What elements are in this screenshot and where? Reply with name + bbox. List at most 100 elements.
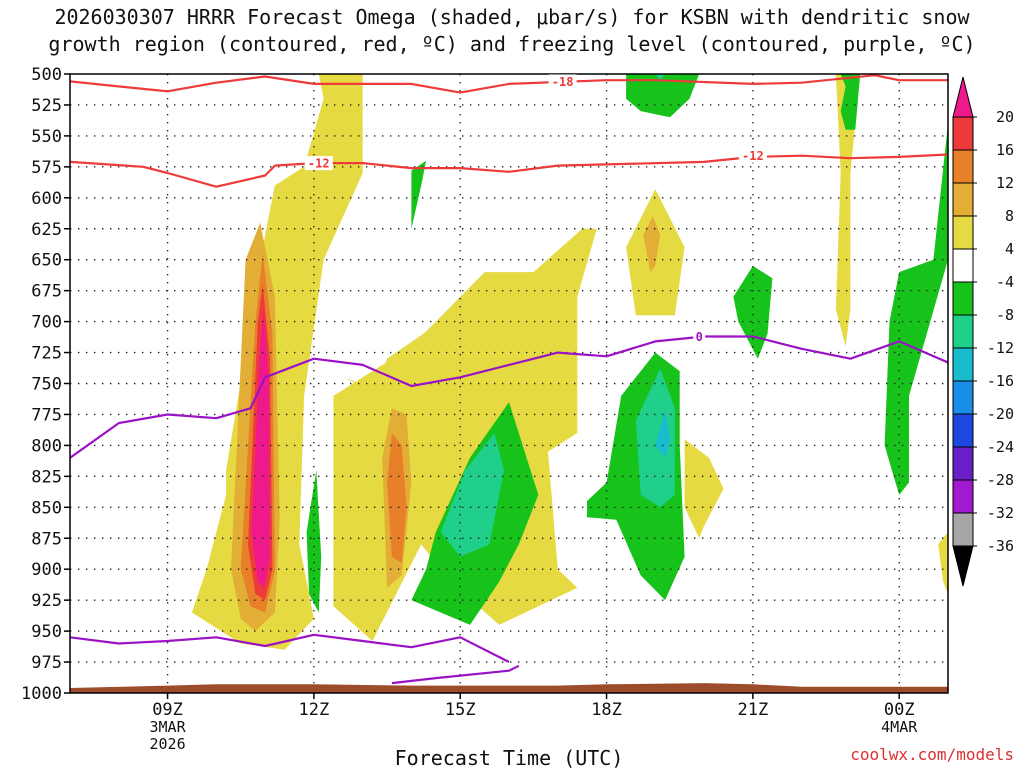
y-tick-label-750: 750 [31,375,62,395]
x-axis-label: Forecast Time (UTC) [395,746,624,768]
dgz-contour-minus12 [70,153,948,188]
x-tick-label-15-0: 15Z [445,700,476,720]
colorbar-label-1: 16 [996,141,1014,159]
omega-region-15 [306,470,322,613]
omega-shading [191,74,948,650]
contour-label-freezing-bg [693,329,706,344]
contour-label-minus12-right: -12 [742,149,764,163]
y-tick-label-675: 675 [31,282,62,302]
contour-label-minus18: -18 [552,75,574,89]
x-tick-label-9-2: 2026 [149,735,185,753]
chart-title-line-2: growth region (contoured, red, ºC) and f… [48,32,975,56]
colorbar-swatch-11 [952,446,974,481]
colorbar-label-5: -4 [996,273,1014,291]
credit-label: coolwx.com/models [850,745,1014,764]
colorbar-swatch-1 [952,116,974,151]
y-tick-label-500: 500 [31,65,62,85]
colorbar-label-4: 4 [1005,240,1014,258]
colorbar-swatch-5 [952,248,974,283]
freezing-level-contour-surface [391,664,520,685]
colorbar-swatch-9 [952,380,974,415]
colorbar-swatch-13 [952,512,974,547]
omega-region-5 [835,74,861,347]
omega-region-21 [626,74,700,118]
omega-region-22 [440,433,505,557]
y-tick-label-950: 950 [31,622,62,642]
y-tick-label-600: 600 [31,189,62,209]
colorbar-label-12: -32 [987,504,1014,522]
colorbar-label-3: 8 [1005,207,1014,225]
contour-label-minus12-left: -12 [308,157,330,171]
contour-label-freezing: 0 [696,330,703,344]
omega-region-14 [411,160,427,229]
y-tick-label-575: 575 [31,158,62,178]
freezing-level-contour [70,335,948,459]
x-tick-label-12-0: 12Z [299,700,330,720]
colorbar-swatch-8 [952,347,974,382]
x-tick-label-9-0: 09Z [152,700,183,720]
colorbar: 20 16 12 8 4 -4 -8 -12 -16 -20 -24 -28 -32 -36 [952,76,1014,587]
y-tick-label-550: 550 [31,127,62,147]
omega-region-11 [387,433,407,563]
y-tick-label-1000: 1000 [21,684,62,704]
colorbar-swatch-4 [952,215,974,250]
colorbar-swatch-3 [952,182,974,217]
y-tick-label-850: 850 [31,498,62,518]
x-tick-label-24-1: 4MAR [881,718,918,736]
colorbar-swatch-2 [952,149,974,184]
x-tick-label-24-0: 00Z [884,700,915,720]
x-tick-label-18-0: 18Z [591,700,622,720]
colorbar-swatch-7 [952,314,974,349]
plot-area [69,73,949,694]
y-tick-label-725: 725 [31,344,62,364]
colorbar-swatch-12 [952,479,974,514]
y-tick-label-525: 525 [31,96,62,116]
colorbar-label-2: 12 [996,174,1014,192]
omega-region-9 [643,216,661,273]
colorbar-label-8: -16 [987,372,1014,390]
colorbar-label-7: -12 [987,339,1014,357]
contour-label-minus18-bg [548,74,577,89]
x-tick-label-9-1: 3MAR [149,718,186,736]
y-tick-label-875: 875 [31,529,62,549]
omega-region-4 [684,439,724,539]
colorbar-bottom-arrow [952,545,974,587]
contour-lines [70,74,948,693]
y-tick-label-925: 925 [31,591,62,611]
omega-region-25 [655,410,670,458]
freezing-level-contour-low [70,633,510,663]
colorbar-label-11: -28 [987,471,1014,489]
contour-label-minus12-right-bg [738,148,767,163]
y-tick-label-975: 975 [31,653,62,673]
colorbar-label-13: -36 [987,537,1014,555]
terrain-fill [70,683,948,693]
omega-region-19 [840,74,861,130]
omega-region-18 [733,265,773,359]
y-tick-label-700: 700 [31,313,62,333]
omega-region-24 [655,74,666,81]
dgz-contour-minus18 [70,74,948,94]
y-tick-label-650: 650 [31,251,62,271]
y-tick-label-800: 800 [31,436,62,456]
colorbar-top-arrow [952,76,974,118]
omega-region-20 [884,123,948,495]
colorbar-swatch-10 [952,413,974,448]
y-tick-label-825: 825 [31,467,62,487]
contour-label-minus12-left-bg [304,156,333,171]
colorbar-swatch-6 [952,281,974,316]
y-tick-label-775: 775 [31,405,62,425]
y-tick-label-900: 900 [31,560,62,580]
colorbar-label-9: -20 [987,405,1014,423]
colorbar-label-6: -8 [996,306,1014,324]
omega-region-2 [343,290,524,396]
omega-region-6 [938,532,948,594]
y-axis: 500 525 550 575 600 625 650 675 700 725 750 775 800 8… [21,65,70,704]
chart-title-line-1: 2026030307 HRRR Forecast Omega (shaded, … [54,5,970,29]
colorbar-label-10: -24 [987,438,1014,456]
x-tick-label-21-0: 21Z [738,700,769,720]
y-tick-label-625: 625 [31,220,62,240]
colorbar-label-0: 20 [996,108,1014,126]
omega-region-23 [635,368,675,508]
